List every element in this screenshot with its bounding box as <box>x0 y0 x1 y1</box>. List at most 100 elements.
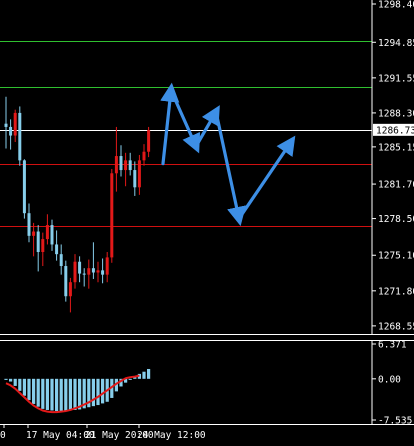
candle[interactable] <box>133 161 137 196</box>
histogram-bar <box>68 378 72 411</box>
price-axis: 1298.40 1294.85 1291.55 1288.30 1285.15 1281.… <box>0 0 414 335</box>
candle[interactable] <box>147 126 151 158</box>
candle-body <box>96 270 100 273</box>
histogram-bar <box>50 378 54 411</box>
histogram-bar <box>124 378 128 383</box>
histogram-bar <box>4 378 8 380</box>
candle[interactable] <box>9 119 13 150</box>
forecast-arrows[interactable] <box>160 82 296 227</box>
candle[interactable] <box>45 214 49 245</box>
candle-body <box>32 231 36 236</box>
candle-body <box>45 225 49 240</box>
candle[interactable] <box>78 256 82 283</box>
histogram-bar <box>13 378 17 386</box>
forecast-arrow-segment <box>194 105 220 148</box>
candle-body <box>78 261 82 274</box>
time-tick-label: 24 May 12:00 <box>137 430 206 441</box>
histogram-bar <box>101 378 105 404</box>
candle[interactable] <box>27 203 31 243</box>
histogram-bar <box>32 378 36 404</box>
histogram-bar <box>45 378 49 410</box>
candle-body <box>55 244 59 255</box>
candle-body <box>18 112 22 161</box>
candle[interactable] <box>124 152 128 187</box>
histogram-bar <box>133 376 137 379</box>
histogram-bar <box>41 378 45 409</box>
candle-body <box>133 170 137 188</box>
candle[interactable] <box>18 106 22 166</box>
histogram-bar <box>142 371 146 379</box>
candle[interactable] <box>68 277 72 313</box>
candle[interactable] <box>41 232 45 267</box>
candle[interactable] <box>64 260 68 302</box>
candle[interactable] <box>55 230 59 261</box>
time-tick-label: 17 May 04:00 <box>26 430 95 441</box>
candle[interactable] <box>13 109 17 143</box>
candle-body <box>119 156 123 171</box>
candle[interactable] <box>142 144 146 166</box>
candle[interactable] <box>96 261 100 283</box>
candle-body <box>4 123 8 127</box>
candle-body <box>50 225 54 245</box>
time-tick-label: 21 May 20:00 <box>85 430 154 441</box>
candle-body <box>105 257 109 275</box>
candle[interactable] <box>50 219 54 251</box>
candle-body <box>110 173 114 258</box>
candle[interactable] <box>91 242 95 279</box>
candle-body <box>41 239 45 253</box>
candle[interactable] <box>73 254 77 289</box>
candle-body <box>36 231 40 253</box>
histogram-bar <box>96 378 100 406</box>
candle-body <box>68 282 72 297</box>
histogram-bar <box>119 378 123 387</box>
candle[interactable] <box>59 244 63 275</box>
signal-line <box>5 374 140 414</box>
price-tick-label: 1268.55 <box>378 321 414 332</box>
candle-body <box>128 160 132 171</box>
histogram-bar <box>78 378 82 410</box>
candle-body <box>13 112 17 136</box>
candle-body <box>59 254 63 267</box>
candle[interactable] <box>137 154 141 195</box>
current-price-box <box>373 123 414 136</box>
candle-body <box>9 126 13 136</box>
histogram-bar <box>128 378 132 380</box>
histogram-bar <box>64 378 68 412</box>
candle-body <box>64 266 68 297</box>
candle-body <box>147 130 151 152</box>
histogram-bar <box>55 378 59 412</box>
oscillator-pane[interactable] <box>4 368 151 414</box>
candle-body <box>73 261 77 283</box>
candle[interactable] <box>36 225 40 272</box>
candle[interactable] <box>87 259 91 289</box>
candle[interactable] <box>32 222 36 257</box>
price-tick-label: 1291.55 <box>378 73 414 84</box>
histogram-bar <box>36 378 40 407</box>
histogram-bar <box>147 368 151 379</box>
price-tick-label: 1294.85 <box>378 38 414 49</box>
candle[interactable] <box>105 252 109 283</box>
candle-body <box>82 273 86 275</box>
candle[interactable] <box>82 268 86 287</box>
price-tick-label: 1278.50 <box>378 214 414 225</box>
histogram-bar <box>22 378 26 396</box>
histogram-bar <box>9 378 13 382</box>
forecast-arrow-segment <box>214 110 246 227</box>
forecast-arrow-segment <box>160 82 180 166</box>
candle[interactable] <box>4 96 8 149</box>
candle[interactable] <box>114 126 118 192</box>
candle[interactable] <box>128 152 132 176</box>
histogram-bar <box>73 378 77 410</box>
candle-body <box>124 160 128 171</box>
price-pane[interactable] <box>0 41 372 313</box>
candle[interactable] <box>110 168 114 263</box>
price-tick-label: 1281.70 <box>378 180 414 191</box>
price-tick-label: 1288.30 <box>378 108 414 119</box>
histogram-bar <box>110 378 114 398</box>
candle[interactable] <box>22 159 26 219</box>
candle[interactable] <box>101 258 105 284</box>
candle[interactable] <box>119 145 123 177</box>
price-tick-label: 1275.10 <box>378 251 414 262</box>
